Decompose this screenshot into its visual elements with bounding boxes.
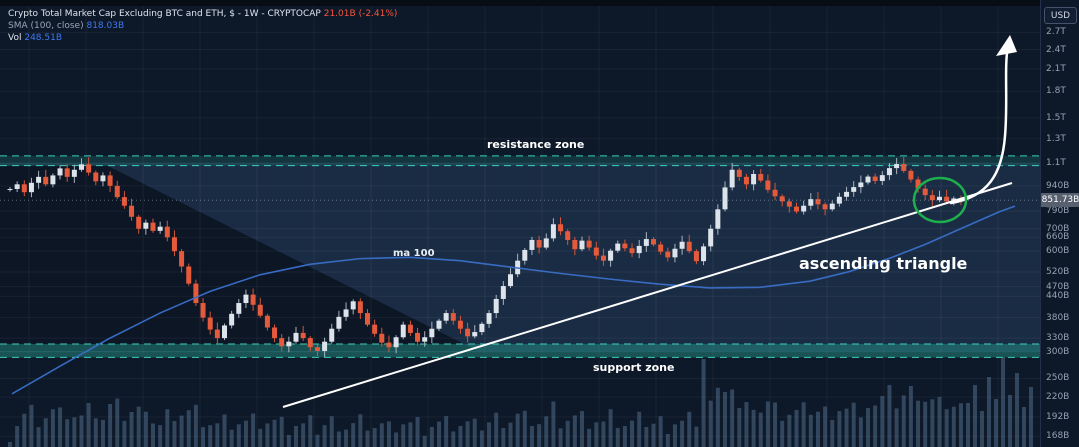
price-tick: 220B xyxy=(1046,392,1070,403)
volume-value: 248.51B xyxy=(24,33,63,43)
price-tick: 250B xyxy=(1046,373,1070,384)
price-tick: 700B xyxy=(1046,223,1070,234)
price-tick: 330B xyxy=(1046,333,1070,344)
price-tick: 940B xyxy=(1046,180,1070,191)
support-zone-label[interactable]: support zone xyxy=(593,361,675,374)
price-tick: 440B xyxy=(1046,291,1070,302)
window-top-strip xyxy=(0,0,1079,6)
price-tick: 1.3T xyxy=(1046,133,1066,144)
change-percent: (-2.41%) xyxy=(358,9,398,19)
price-tick: 1.8T xyxy=(1046,86,1066,97)
price-tick: 380B xyxy=(1046,312,1070,323)
legend-symbol-row[interactable]: Crypto Total Market Cap Excluding BTC an… xyxy=(8,8,397,20)
volume-label: Vol xyxy=(8,33,22,43)
price-tick: 520B xyxy=(1046,266,1070,277)
ma-100-label[interactable]: ma 100 xyxy=(393,248,435,259)
price-tick: 2.4T xyxy=(1046,44,1066,55)
ascending-triangle-label[interactable]: ascending triangle xyxy=(799,254,968,273)
last-price-badge: 851.73B xyxy=(1041,193,1079,208)
price-tick: 790B xyxy=(1046,206,1070,217)
symbol-title: Crypto Total Market Cap Excluding BTC an… xyxy=(8,9,321,19)
price-tick: 300B xyxy=(1046,346,1070,357)
price-tick: 168B xyxy=(1046,431,1070,442)
sma-label: SMA (100, close) xyxy=(8,21,84,31)
price-tick: 1.1T xyxy=(1046,158,1066,168)
sma-value: 818.03B xyxy=(86,21,125,31)
chart-canvas[interactable] xyxy=(0,0,1040,447)
change-value: 21.01B xyxy=(323,9,356,19)
price-tick: 660B xyxy=(1046,232,1070,243)
price-tick: 1.5T xyxy=(1046,112,1066,123)
price-tick: 470B xyxy=(1046,281,1070,292)
usd-button[interactable]: USD xyxy=(1044,7,1077,24)
price-tick: 600B xyxy=(1046,246,1070,257)
price-tick: 2.1T xyxy=(1046,63,1066,74)
price-tick: 2.7T xyxy=(1046,27,1066,38)
resistance-zone-label[interactable]: resistance zone xyxy=(487,138,585,151)
legend: Crypto Total Market Cap Excluding BTC an… xyxy=(8,8,397,44)
legend-volume-row[interactable]: Vol 248.51B xyxy=(8,32,397,44)
price-axis[interactable]: USD 851.73B 2.7T 2.4T 2.1T 1.8T 1.5T 1.3T 1.1T… xyxy=(1040,0,1079,447)
legend-sma-row[interactable]: SMA (100, close) 818.03B xyxy=(8,20,397,32)
price-tick: 192B xyxy=(1046,411,1070,422)
